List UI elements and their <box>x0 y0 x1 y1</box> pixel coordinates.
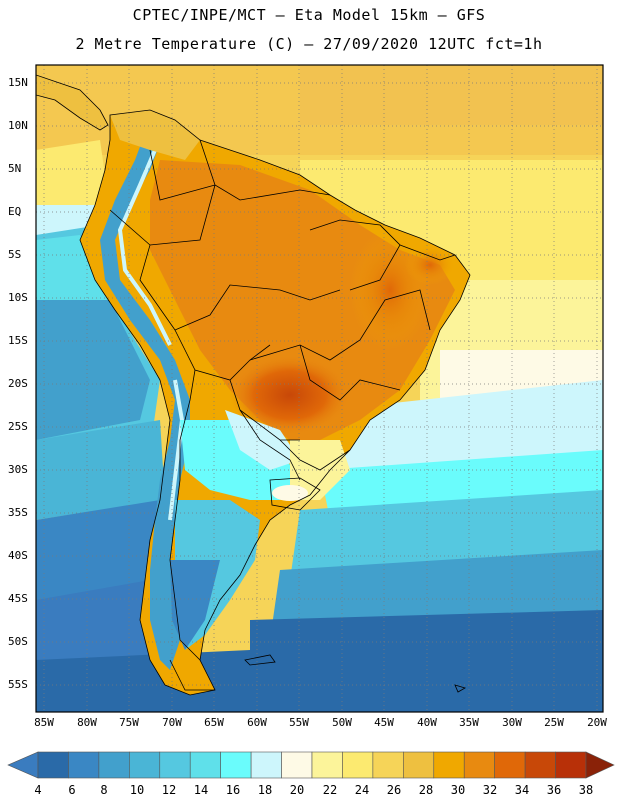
colorbar-label: 30 <box>450 783 466 797</box>
colorbar-arrow-low <box>7 751 39 779</box>
lon-label: 60W <box>247 716 267 729</box>
lon-label: 70W <box>162 716 182 729</box>
lon-label: 40W <box>417 716 437 729</box>
colorbar-swatch <box>372 751 404 779</box>
coastlines <box>36 74 471 696</box>
lat-label: 25S <box>8 420 28 433</box>
lat-label: 10S <box>8 291 28 304</box>
lat-label: EQ <box>8 205 22 218</box>
colorbar-swatch <box>311 751 343 779</box>
colorbar-label: 24 <box>354 783 370 797</box>
colorbar-arrow-high <box>585 751 615 779</box>
colorbar-swatch <box>555 751 587 779</box>
lon-label: 20W <box>587 716 607 729</box>
colorbar-label: 20 <box>289 783 305 797</box>
colorbar-swatch <box>68 751 100 779</box>
map-frame <box>35 64 604 713</box>
colorbar-swatch <box>220 751 252 779</box>
lat-label: 10N <box>8 119 28 132</box>
colorbar-swatch <box>189 751 221 779</box>
colorbar-label: 10 <box>129 783 145 797</box>
lat-label: 55S <box>8 678 28 691</box>
colorbar-label: 28 <box>418 783 434 797</box>
lat-label: 50S <box>8 635 28 648</box>
grid <box>36 65 603 712</box>
colorbar-label: 38 <box>578 783 594 797</box>
lon-label: 85W <box>34 716 54 729</box>
lon-label: 30W <box>502 716 522 729</box>
lon-label: 25W <box>544 716 564 729</box>
chart-title-line1: CPTEC/INPE/MCT – Eta Model 15km – GFS <box>132 6 486 24</box>
colorbar-swatch <box>281 751 313 779</box>
colorbar-label: 32 <box>482 783 498 797</box>
lat-label: 20S <box>8 377 28 390</box>
colorbar-swatch <box>403 751 435 779</box>
colorbar-label: 36 <box>546 783 562 797</box>
colorbar-label: 22 <box>322 783 338 797</box>
colorbar-swatch <box>433 751 465 779</box>
colorbar-label: 26 <box>386 783 402 797</box>
colorbar-label: 34 <box>514 783 530 797</box>
colorbar-swatch <box>129 751 161 779</box>
colorbar-swatch <box>494 751 526 779</box>
colorbar-swatch <box>159 751 191 779</box>
colorbar-label: 6 <box>68 783 76 797</box>
colorbar-swatch <box>98 751 130 779</box>
colorbar-label: 4 <box>34 783 42 797</box>
colorbar-label: 18 <box>257 783 273 797</box>
colorbar-swatch <box>37 751 69 779</box>
lat-label: 40S <box>8 549 28 562</box>
lon-label: 75W <box>119 716 139 729</box>
lon-label: 80W <box>77 716 97 729</box>
colorbar-label: 16 <box>225 783 241 797</box>
colorbar <box>7 751 615 779</box>
lon-label: 50W <box>332 716 352 729</box>
lat-label: 15S <box>8 334 28 347</box>
chart-title-line2: 2 Metre Temperature (C) – 27/09/2020 12U… <box>75 35 543 53</box>
lat-label: 30S <box>8 463 28 476</box>
lat-label: 5S <box>8 248 22 261</box>
lon-label: 35W <box>459 716 479 729</box>
colorbar-label: 14 <box>193 783 209 797</box>
colorbar-swatch <box>342 751 374 779</box>
lon-label: 45W <box>374 716 394 729</box>
lat-label: 5N <box>8 162 22 175</box>
colorbar-swatch <box>463 751 495 779</box>
lon-label: 55W <box>289 716 309 729</box>
colorbar-label: 8 <box>100 783 108 797</box>
lon-label: 65W <box>204 716 224 729</box>
lat-label: 35S <box>8 506 28 519</box>
map-field <box>36 65 603 712</box>
colorbar-swatch <box>524 751 556 779</box>
lat-label: 45S <box>8 592 28 605</box>
colorbar-swatch <box>250 751 282 779</box>
lat-label: 15N <box>8 76 28 89</box>
colorbar-label: 12 <box>161 783 177 797</box>
